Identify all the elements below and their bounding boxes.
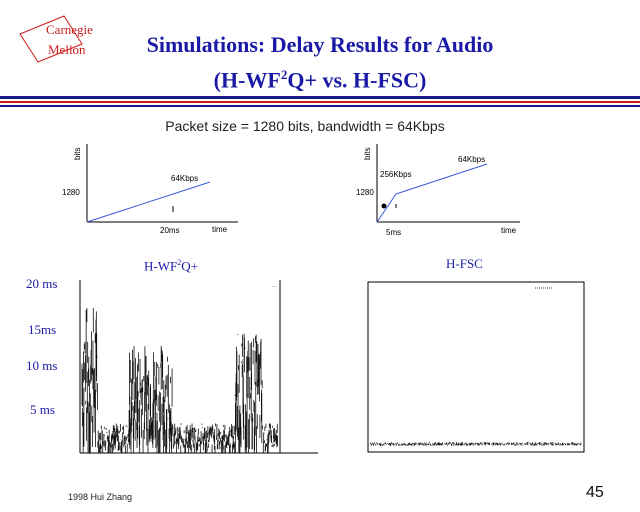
delay-points — [369, 442, 582, 446]
cmu-logo: Carnegie Mellon — [18, 14, 93, 64]
series-label-64kbps: 64Kbps — [458, 155, 485, 164]
title-rule-red — [0, 101, 640, 103]
ytick-1280: 1280 — [62, 188, 80, 197]
title-rule-blue — [0, 96, 640, 99]
logo-line2: Mellon — [48, 42, 86, 57]
ytick-1280: 1280 — [356, 188, 374, 197]
delay-label-20: 20 ms — [26, 276, 58, 291]
legend-mark: ··· — [272, 284, 277, 290]
title-line2-suffix: Q+ vs. H-FSC) — [287, 67, 427, 93]
delay-points — [81, 307, 279, 453]
xlabel: time — [501, 226, 517, 235]
plot-hwf2q: ··· — [79, 280, 318, 454]
service-curve-right: bits 1280 5ms time 256Kbps 64Kbps — [356, 144, 520, 237]
xtick-5ms: 5ms — [386, 228, 401, 237]
series-64kbps-line — [395, 163, 488, 195]
footer-credit: 1998 Hui Zhang — [68, 492, 133, 502]
series-label-256kbps: 256Kbps — [380, 170, 412, 179]
plot-hfsc — [367, 281, 585, 453]
ylabel: bits — [73, 148, 82, 160]
series-label-64kbps: 64Kbps — [171, 174, 198, 183]
service-curve-left: bits 1280 20ms time 64Kbps — [62, 144, 238, 235]
title-rule-blue-2 — [0, 105, 640, 107]
panel-label-sup: 2 — [177, 258, 182, 267]
xlabel: time — [212, 225, 228, 234]
slide-title: Simulations: Delay Results for Audio (H-… — [100, 30, 540, 95]
series-64kbps-line — [86, 181, 211, 223]
title-line2: (H-WF2Q+ vs. H-FSC) — [100, 60, 540, 95]
delay-label-10: 10 ms — [26, 358, 58, 373]
panel-label-hwf2q: H-WF2Q+ — [144, 258, 198, 274]
ylabel: bits — [363, 148, 372, 160]
panel-label-prefix: H-WF — [144, 258, 178, 274]
series-256kbps-line — [376, 193, 397, 223]
logo-line1: Carnegie — [46, 22, 93, 37]
xtick-20ms: 20ms — [160, 226, 180, 235]
knee-point — [381, 203, 387, 209]
title-line2-prefix: (H-WF — [213, 67, 281, 93]
title-line1: Simulations: Delay Results for Audio — [146, 32, 494, 57]
plot-frame — [367, 281, 585, 453]
delay-label-15: 15ms — [28, 322, 57, 337]
logo-diamond — [19, 15, 83, 63]
subtitle: Packet size = 1280 bits, bandwidth = 64K… — [165, 118, 445, 134]
panel-label-suffix: Q+ — [181, 258, 198, 274]
delay-label-5: 5 ms — [30, 402, 55, 417]
panel-label-hfsc: H-FSC — [446, 256, 483, 271]
page-number: 45 — [586, 484, 604, 501]
title-line2-sup: 2 — [280, 67, 288, 82]
